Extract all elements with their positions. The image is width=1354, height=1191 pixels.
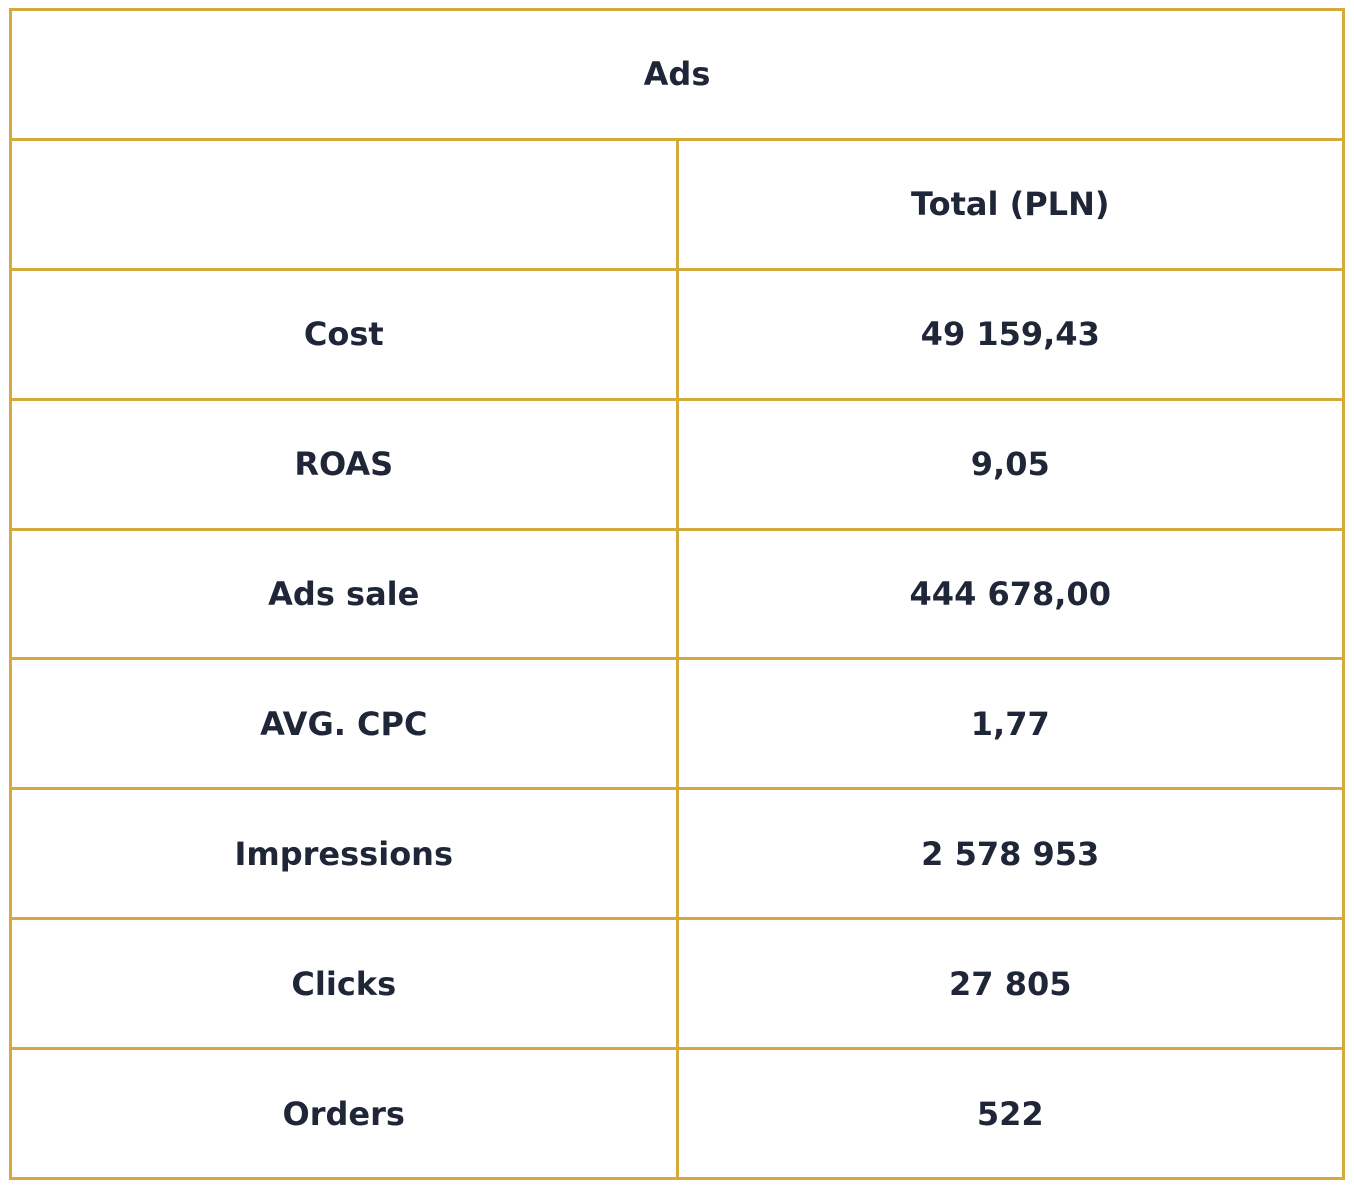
metric-name: ROAS	[9, 397, 679, 531]
table-title: Ads	[9, 8, 1345, 141]
table-row: AVG. CPC 1,77	[9, 657, 1345, 791]
table-row: ROAS 9,05	[9, 397, 1345, 531]
metric-value: 522	[675, 1047, 1345, 1180]
table-row: Orders 522	[9, 1047, 1345, 1180]
table-body: Ads Total (PLN) Cost 49 159,43 ROAS 9,05 Ads…	[9, 8, 1345, 1180]
metric-name: AVG. CPC	[9, 657, 679, 791]
metric-name: Orders	[9, 1047, 679, 1180]
table-row: Ads sale 444 678,00	[9, 527, 1345, 661]
metric-value: 27 805	[675, 917, 1345, 1050]
table-row: Cost 49 159,43	[9, 267, 1345, 401]
metric-name: Cost	[9, 267, 679, 401]
empty-header-cell	[9, 137, 679, 271]
metric-value: 444 678,00	[675, 527, 1345, 661]
metric-value: 1,77	[675, 657, 1345, 791]
metric-value: 2 578 953	[675, 787, 1345, 921]
table-row: Clicks 27 805	[9, 917, 1345, 1050]
metric-value: 9,05	[675, 397, 1345, 531]
metric-name: Ads sale	[9, 527, 679, 661]
header-row: Total (PLN)	[9, 137, 1345, 271]
title-row: Ads	[9, 8, 1345, 141]
column-header: Total (PLN)	[675, 137, 1345, 271]
metric-name: Impressions	[9, 787, 679, 921]
ads-table: Ads Total (PLN) Cost 49 159,43 ROAS 9,05 Ads…	[9, 8, 1345, 1180]
metric-name: Clicks	[9, 917, 679, 1050]
table-row: Impressions 2 578 953	[9, 787, 1345, 921]
metric-value: 49 159,43	[675, 267, 1345, 401]
